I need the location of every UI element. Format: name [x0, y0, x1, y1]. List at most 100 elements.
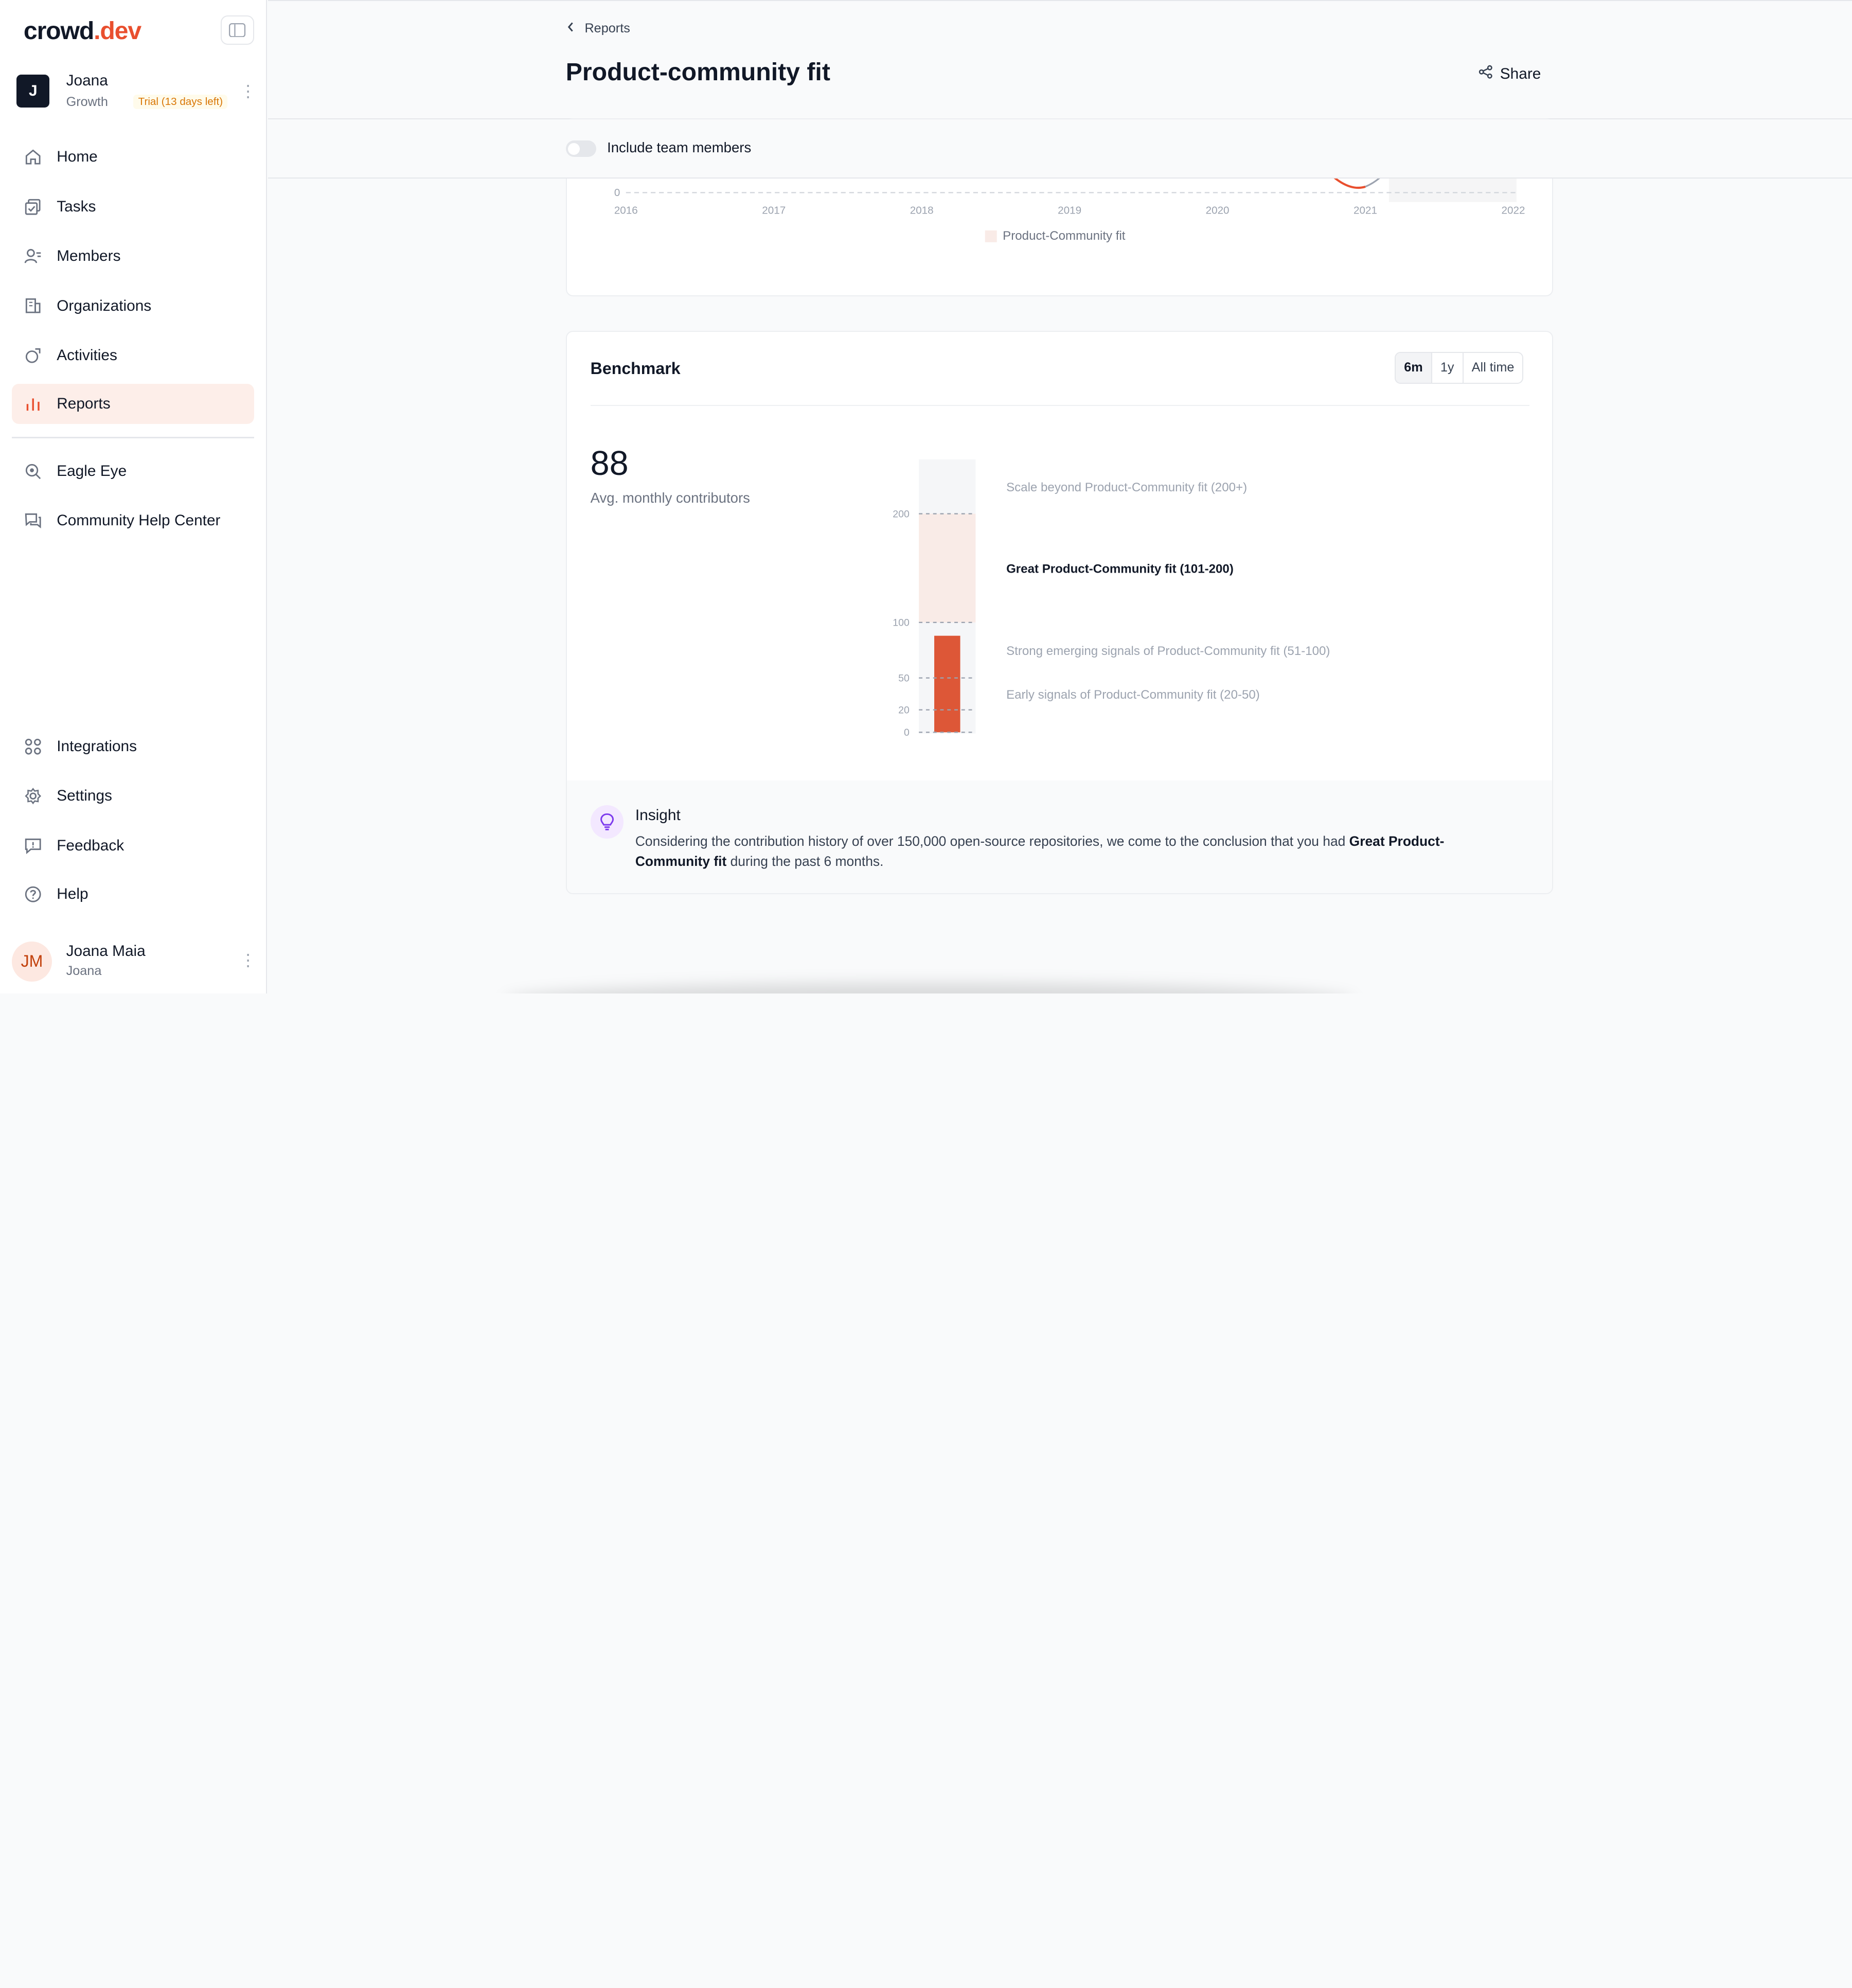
period-6m-button[interactable]: 6m: [1396, 352, 1431, 383]
feedback-icon: [24, 836, 43, 855]
main-content: Reports Product-community fit Share 0 20…: [268, 0, 1852, 993]
x-tick-label: 2019: [1058, 204, 1081, 216]
integrations-icon: [24, 737, 43, 756]
user-menu[interactable]: JM Joana Maia Joana: [11, 939, 254, 982]
tenant-name: Joana: [66, 72, 108, 90]
band-label: Early signals of Product-Community fit (…: [1006, 688, 1260, 702]
eagle-eye-icon: [24, 462, 43, 481]
avatar: JM: [11, 941, 52, 982]
app-logo[interactable]: crowd.dev: [24, 16, 141, 45]
x-tick-label: 2022: [1501, 204, 1525, 216]
sidebar-item-label: Reports: [57, 395, 111, 413]
fit-chart: 0 2016 2017 2018 2019 2020 2021 2022 Product-C…: [614, 166, 1525, 243]
benchmark-bar: [934, 635, 960, 733]
sidebar-item-label: Help: [57, 885, 88, 902]
help-center-icon: [24, 511, 43, 530]
logo-wordmark: crowd: [23, 17, 94, 45]
lightbulb-icon: [590, 805, 624, 839]
x-axis-labels: 2016 2017 2018 2019 2020 2021 2022: [614, 204, 1525, 216]
insight-text-part: Considering the contribution history of …: [635, 833, 1349, 849]
sidebar-item-activities[interactable]: Activities: [12, 335, 254, 376]
sidebar-item-label: Tasks: [57, 198, 96, 215]
band-label: Scale beyond Product-Community fit (200+…: [1006, 481, 1247, 494]
user-name: Joana Maia: [66, 943, 146, 960]
tenant-switcher[interactable]: J Joana Growth Trial (13 days left): [16, 72, 253, 110]
user-tenant: Joana: [66, 964, 102, 979]
x-tick-label: 2018: [910, 204, 933, 216]
sidebar-item-label: Settings: [57, 787, 112, 805]
insight-panel: Insight Considering the contribution his…: [566, 780, 1553, 893]
sidebar-item-home[interactable]: Home: [12, 137, 254, 177]
y-tick-label: 0: [614, 187, 620, 199]
trial-badge: Trial (13 days left): [133, 94, 228, 110]
sidebar-item-members[interactable]: Members: [12, 236, 254, 276]
sidebar-item-organizations[interactable]: Organizations: [12, 286, 254, 326]
legend-label: Product-Community fit: [1003, 229, 1126, 243]
chevron-left-icon: [566, 21, 575, 37]
app-window: crowd.dev J Joana Growth Trial (13 days …: [0, 0, 1852, 993]
y-tick-label: 50: [898, 672, 910, 684]
x-tick-label: 2021: [1354, 204, 1377, 216]
sidebar-item-tasks[interactable]: Tasks: [12, 187, 254, 227]
share-label: Share: [1500, 65, 1541, 82]
x-tick-label: 2020: [1205, 204, 1229, 216]
sidebar-item-label: Integrations: [57, 737, 137, 755]
band-label: Strong emerging signals of Product-Commu…: [1006, 644, 1330, 658]
insight-title: Insight: [635, 806, 681, 824]
sidebar-item-integrations[interactable]: Integrations: [12, 726, 254, 767]
sidebar-item-label: Community Help Center: [57, 512, 221, 529]
user-menu-icon[interactable]: ⋮: [240, 951, 257, 970]
sidebar-item-feedback[interactable]: Feedback: [12, 826, 254, 866]
period-selector: 6m 1y All time: [1395, 351, 1524, 384]
sidebar-item-help[interactable]: Help: [12, 874, 254, 914]
tenant-avatar: J: [16, 74, 50, 108]
share-icon: [1479, 65, 1493, 83]
home-icon: [24, 148, 43, 167]
sidebar-item-label: Eagle Eye: [57, 463, 127, 480]
sidebar-item-eagle-eye[interactable]: Eagle Eye: [12, 451, 254, 491]
benchmark-title: Benchmark: [590, 359, 681, 378]
y-tick-label: 0: [904, 727, 910, 738]
x-tick-label: 2017: [762, 204, 786, 216]
filter-bar: Include team members: [268, 119, 1852, 179]
breadcrumb-link[interactable]: Reports: [584, 21, 630, 36]
period-1y-button[interactable]: 1y: [1431, 352, 1463, 383]
avg-contributors-value: 88: [590, 444, 629, 483]
tenant-menu-icon[interactable]: ⋮: [240, 81, 257, 100]
sidebar-divider: [11, 437, 254, 438]
collapse-sidebar-button[interactable]: [221, 15, 254, 45]
period-all-time-button[interactable]: All time: [1462, 352, 1523, 383]
sidebar-item-community-help-center[interactable]: Community Help Center: [12, 501, 254, 541]
tasks-icon: [24, 197, 43, 216]
logo-accent: .dev: [94, 17, 141, 45]
great-fit-band: [918, 513, 976, 623]
insight-text: Considering the contribution history of …: [635, 831, 1509, 872]
members-icon: [24, 247, 43, 266]
benchmark-card: Benchmark 6m 1y All time 88 Avg. monthly…: [565, 330, 1554, 894]
scroll-shadow: [504, 983, 1355, 993]
sidebar-item-label: Feedback: [57, 837, 124, 854]
y-tick-label: 200: [893, 508, 910, 520]
sidebar-item-label: Organizations: [57, 297, 152, 314]
include-team-toggle[interactable]: [565, 140, 597, 157]
x-tick-label: 2016: [614, 204, 638, 216]
insight-highlight: Great Product-Community fit: [635, 833, 1445, 869]
sidebar-item-reports[interactable]: Reports: [11, 384, 254, 424]
page-title: Product-community fit: [565, 58, 830, 86]
legend-swatch: [985, 230, 997, 242]
sidebar-item-label: Members: [57, 247, 121, 265]
page-header: Reports Product-community fit Share: [268, 0, 1852, 119]
y-tick-label: 100: [893, 617, 910, 629]
organizations-icon: [24, 296, 43, 315]
help-icon: [24, 885, 43, 904]
sidebar-item-settings[interactable]: Settings: [12, 776, 254, 816]
sidebar-item-label: Home: [57, 148, 98, 166]
band-label: Great Product-Community fit (101-200): [1006, 562, 1234, 576]
include-team-label: Include team members: [607, 139, 752, 155]
y-tick-label: 20: [898, 704, 910, 716]
insight-text-part: during the past 6 months.: [726, 854, 884, 869]
breadcrumb[interactable]: Reports: [566, 21, 630, 37]
share-button[interactable]: Share: [1479, 65, 1541, 83]
